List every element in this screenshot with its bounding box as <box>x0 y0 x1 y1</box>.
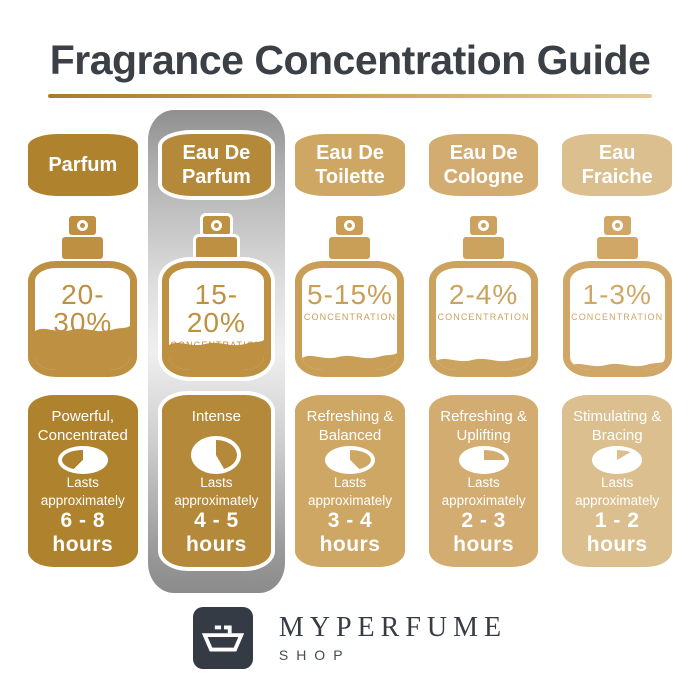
concentration-value: 1-3% <box>582 279 652 311</box>
duration-text: 3 - 4 hours <box>319 509 381 557</box>
liquid-pool <box>168 349 264 371</box>
bottle-collar <box>195 237 237 260</box>
concentration-label: CONCENTRATION <box>571 312 664 323</box>
columns-grid: Parfum 20-30% CONCENTRATION Powerful, Co… <box>0 110 700 594</box>
lasts-label: Lasts approximately <box>307 475 393 508</box>
concentration-label: CONCENTRATION <box>437 312 530 323</box>
nozzle-dot <box>347 223 353 229</box>
nozzle-ring <box>478 220 490 232</box>
nozzle-dot <box>481 223 487 229</box>
duration-text: 1 - 2 hours <box>586 509 648 557</box>
type-badge: Eau De Toilette <box>295 134 405 197</box>
bottle-body: 2-4% CONCENTRATION <box>429 261 539 378</box>
spray-nozzle-icon <box>69 216 97 236</box>
character-text: Refreshing & Balanced <box>306 408 394 444</box>
clock-icon <box>57 445 108 475</box>
lasts-label: Lasts approximately <box>174 475 259 508</box>
brand-footer: MYPERFUME SHOP <box>0 607 700 670</box>
perfume-bottle-icon: 20-30% CONCENTRATION <box>28 216 138 378</box>
bottle-collar <box>329 237 371 260</box>
liquid-level <box>569 358 665 371</box>
type-badge: Eau De Parfum <box>161 134 272 197</box>
brand-subtitle: SHOP <box>278 646 351 663</box>
column-parfum: Parfum 20-30% CONCENTRATION Powerful, Co… <box>28 134 138 568</box>
duration-text: 2 - 3 hours <box>453 509 515 557</box>
character-text: Stimulating & Bracing <box>573 408 662 444</box>
nozzle-ring <box>611 220 623 232</box>
nozzle-ring <box>77 220 89 232</box>
perfume-bottle-icon: 15-20% CONCENTRATION <box>161 216 271 378</box>
column-eau-de-toilette: Eau De Toilette 5-15% CONCENTRATION Refr… <box>295 134 405 568</box>
brand-name: MYPERFUME <box>278 612 508 644</box>
info-card: Refreshing & Uplifting Lasts approximate… <box>428 395 539 568</box>
info-card: Powerful, Concentrated Lasts approximate… <box>28 395 138 568</box>
bottle-collar <box>463 237 505 260</box>
type-badge: Eau De Cologne <box>428 134 539 197</box>
myperfume-logo-icon <box>192 607 253 670</box>
liquid-level <box>436 353 532 371</box>
bottle-body: 20-30% CONCENTRATION <box>28 261 138 378</box>
liquid-pool <box>302 362 398 371</box>
bottle-body: 5-15% CONCENTRATION <box>295 261 405 378</box>
concentration-value: 15-20% <box>186 279 246 339</box>
type-badge: Eau Fraiche <box>562 134 672 197</box>
type-badge: Parfum <box>28 134 138 197</box>
spray-nozzle-icon <box>603 216 631 236</box>
column-eau-fraiche: Eau Fraiche 1-3% CONCENTRATION Stimulati… <box>562 134 672 568</box>
page-title: Fragrance Concentration Guide <box>49 37 651 83</box>
lasts-label: Lasts approximately <box>40 475 125 508</box>
info-card: Intense Lasts approximately 4 - 5 hours <box>161 395 272 568</box>
spray-nozzle-icon <box>336 216 364 236</box>
perfume-bottle-icon: 2-4% CONCENTRATION <box>429 216 539 378</box>
liquid-level <box>302 350 398 371</box>
nozzle-dot <box>614 223 620 229</box>
clock-icon <box>592 445 643 475</box>
spray-nozzle-icon <box>202 216 230 236</box>
nozzle-dot <box>213 223 219 229</box>
concentration-label: CONCENTRATION <box>303 312 397 323</box>
bottle-body: 1-3% CONCENTRATION <box>562 261 672 378</box>
title-underline <box>48 94 652 99</box>
clock-icon <box>458 445 509 475</box>
concentration-value: 5-15% <box>307 279 393 311</box>
liquid-pool <box>436 365 532 371</box>
bottle-body: 15-20% CONCENTRATION <box>161 261 271 378</box>
liquid-level <box>35 323 131 371</box>
duration-text: 6 - 8 hours <box>52 509 114 557</box>
nozzle-ring <box>210 220 222 232</box>
clock-icon <box>324 445 375 475</box>
info-card: Refreshing & Balanced Lasts approximatel… <box>295 395 405 568</box>
bottle-collar <box>596 237 638 260</box>
duration-text: 4 - 5 hours <box>185 509 247 557</box>
nozzle-ring <box>344 220 356 232</box>
liquid-pool <box>35 335 131 371</box>
liquid-level <box>168 337 264 371</box>
character-text: Powerful, Concentrated <box>37 408 128 444</box>
nozzle-dot <box>80 223 86 229</box>
character-text: Refreshing & Uplifting <box>440 408 527 444</box>
column-eau-de-cologne: Eau De Cologne 2-4% CONCENTRATION Refres… <box>428 134 539 568</box>
column-eau-de-parfum: Eau De Parfum 15-20% CONCENTRATION Inten… <box>147 110 286 594</box>
perfume-bottle-icon: 5-15% CONCENTRATION <box>295 216 405 378</box>
spray-nozzle-icon <box>470 216 498 236</box>
clock-icon <box>191 435 242 475</box>
concentration-value: 2-4% <box>448 279 519 311</box>
bottle-collar <box>62 237 104 260</box>
info-card: Stimulating & Bracing Lasts approximatel… <box>562 395 672 568</box>
perfume-bottle-icon: 1-3% CONCENTRATION <box>562 216 672 378</box>
character-text: Intense <box>191 408 241 426</box>
brand-wordmark: MYPERFUME SHOP <box>278 612 508 663</box>
perfume-bottle-logo-glyph <box>201 625 245 652</box>
lasts-label: Lasts approximately <box>575 475 660 508</box>
lasts-label: Lasts approximately <box>441 475 526 508</box>
